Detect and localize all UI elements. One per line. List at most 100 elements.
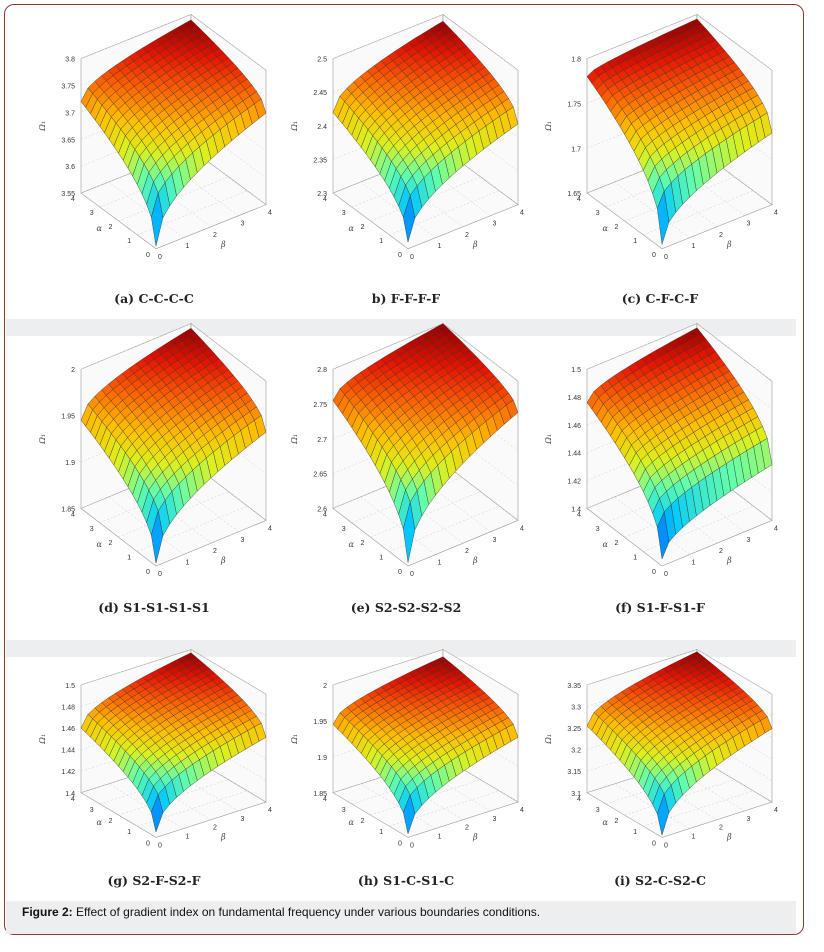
alpha-tick-label: 1 <box>127 829 131 836</box>
z-gridline <box>332 148 519 205</box>
beta-tick-label: 2 <box>213 825 217 832</box>
z-tick-label: 2.4 <box>317 124 327 131</box>
alpha-tick-label: 2 <box>615 224 619 231</box>
z-tick-label: 1.5 <box>571 367 581 374</box>
beta-tick-label: 1 <box>692 243 696 250</box>
alpha-tick-label: 4 <box>323 196 327 203</box>
z-tick-label: 1.7 <box>571 146 581 153</box>
alpha-tick-label: 2 <box>361 818 365 825</box>
z-tick-label: 1.9 <box>65 460 75 467</box>
z-tick-label: 2.75 <box>313 402 327 409</box>
surface-patch <box>151 510 164 564</box>
beta-axis-label: β <box>472 240 478 249</box>
omega-axis-label: Ω₁ <box>290 734 299 745</box>
z-tick-label: 1.4 <box>65 791 75 798</box>
alpha-tick-label: 4 <box>577 511 581 518</box>
alpha-tick-label: 4 <box>71 796 75 803</box>
surface-plot-e: 2.6 2.65 2.7 2.75 2.8 0 1 2 3 4 0 1 2 3 4 α β Ω₁ (e) S2-S2… <box>290 322 524 615</box>
alpha-tick-label: 3 <box>342 210 346 217</box>
surface-plot-i: 3.1 3.15 3.2 3.25 3.3 3.35 0 1 2 3 4 0 1 2 3 4 α β Ω₁ (i) S… <box>544 649 778 888</box>
beta-tick-label: 0 <box>664 254 668 261</box>
z-tick-label: 2.5 <box>317 57 327 64</box>
alpha-axis-label: α <box>97 224 103 233</box>
beta-tick-label: 1 <box>186 834 190 841</box>
z-gridline <box>586 649 773 695</box>
sub-caption-f: (f) S1-F-S1-F <box>615 600 705 615</box>
z-tick-label: 3.55 <box>61 191 75 198</box>
z-gridline <box>332 115 519 172</box>
z-tick-label: 1.44 <box>61 748 75 755</box>
z-tick-label: 1.9 <box>317 755 327 762</box>
z-tick-label: 1.75 <box>567 101 581 108</box>
beta-tick-label: 3 <box>747 816 751 823</box>
alpha-tick-label: 4 <box>577 796 581 803</box>
sub-caption-h: (h) S1-C-S1-C <box>358 873 454 888</box>
alpha-tick-label: 1 <box>379 829 383 836</box>
alpha-tick-label: 1 <box>379 555 383 562</box>
alpha-tick-label: 1 <box>127 555 131 562</box>
z-gridline <box>80 121 267 179</box>
omega-axis-label: Ω₁ <box>38 121 47 132</box>
alpha-tick-label: 4 <box>71 511 75 518</box>
z-tick-label: 1.95 <box>61 414 75 421</box>
z-tick-label: 1.44 <box>567 451 581 458</box>
beta-tick-label: 0 <box>158 842 162 849</box>
beta-tick-label: 2 <box>465 232 469 239</box>
beta-tick-label: 2 <box>465 825 469 832</box>
surface-patch <box>657 793 670 836</box>
z-tick-label: 3.65 <box>61 137 75 144</box>
surface-patch <box>151 193 164 247</box>
surface-plot-f: 1.4 1.42 1.44 1.46 1.48 1.5 0 1 2 3 4 0 1 2 3 4 α β Ω₁ (f) … <box>544 322 778 615</box>
beta-axis-label: β <box>220 556 226 565</box>
alpha-tick-label: 2 <box>361 224 365 231</box>
beta-axis-label: β <box>472 556 478 565</box>
z-gridline <box>586 148 773 205</box>
floor-gridline <box>614 783 690 829</box>
beta-tick-label: 1 <box>438 560 442 567</box>
floor-gridline <box>360 783 436 829</box>
beta-axis-label: β <box>472 833 478 842</box>
z-gridline <box>80 148 267 205</box>
beta-tick-label: 2 <box>213 232 217 239</box>
z-tick-label: 1.85 <box>313 791 327 798</box>
z-tick-label: 3.6 <box>65 164 75 171</box>
z-gridline <box>332 14 519 71</box>
sub-caption-d: (d) S1-S1-S1-S1 <box>98 600 209 615</box>
alpha-axis-label: α <box>603 540 609 549</box>
surface-plot-h: 1.85 1.9 1.95 2 0 1 2 3 4 0 1 2 3 4 α β Ω₁ (h) S1-C-S1-C <box>290 649 524 888</box>
z-tick-label: 2 <box>71 367 75 374</box>
alpha-tick-label: 3 <box>596 210 600 217</box>
z-gridline <box>332 649 519 695</box>
z-tick-label: 1.4 <box>571 506 581 513</box>
z-tick-label: 1.48 <box>567 395 581 402</box>
z-tick-label: 2 <box>323 683 327 690</box>
z-tick-label: 3.2 <box>571 748 581 755</box>
alpha-tick-label: 2 <box>109 540 113 547</box>
beta-axis-label: β <box>726 833 732 842</box>
alpha-tick-label: 0 <box>652 840 656 847</box>
beta-tick-label: 1 <box>438 834 442 841</box>
z-tick-label: 1.48 <box>61 704 75 711</box>
omega-axis-label: Ω₁ <box>544 434 553 445</box>
z-tick-label: 2.3 <box>317 191 327 198</box>
surface-plot-c: 1.65 1.7 1.75 1.8 0 1 2 3 4 0 1 2 3 4 α β Ω₁ (c) C-F-C-F <box>544 13 778 306</box>
alpha-axis-label: α <box>349 224 355 233</box>
beta-tick-label: 4 <box>774 807 778 814</box>
omega-axis-label: Ω₁ <box>544 121 553 132</box>
beta-tick-label: 0 <box>410 842 414 849</box>
beta-tick-label: 4 <box>774 525 778 532</box>
z-gridline <box>80 757 267 803</box>
omega-axis-label: Ω₁ <box>290 121 299 132</box>
z-tick-label: 2.65 <box>313 472 327 479</box>
beta-tick-label: 1 <box>692 834 696 841</box>
omega-axis-label: Ω₁ <box>290 434 299 445</box>
z-tick-label: 3.25 <box>567 726 581 733</box>
z-tick-label: 3.1 <box>571 791 581 798</box>
beta-tick-label: 3 <box>493 221 497 228</box>
floor-gridline <box>360 181 436 238</box>
z-tick-label: 1.42 <box>61 769 75 776</box>
beta-tick-label: 4 <box>268 807 272 814</box>
alpha-tick-label: 2 <box>109 224 113 231</box>
z-tick-label: 1.42 <box>567 479 581 486</box>
alpha-tick-label: 3 <box>90 210 94 217</box>
